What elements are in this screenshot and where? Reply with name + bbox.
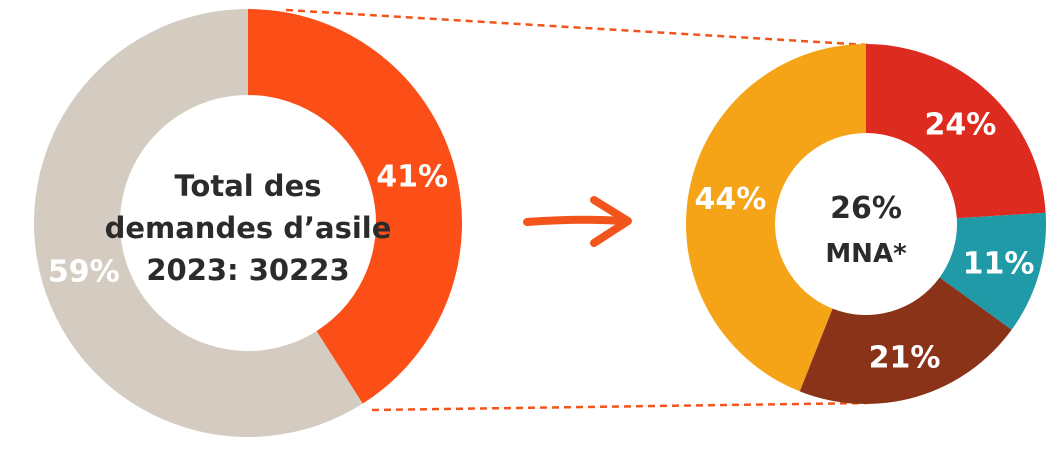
donut-total-requests: 41% 59% [33,9,462,437]
donut-2-center-line-1: 26% [830,191,902,226]
donut-2-slice-3 [799,277,1012,404]
donut-mna-breakdown: 24% 11% 21% 44% [686,44,1046,404]
zoom-connectors [285,8,869,412]
donut-1-center-line-2: demandes d’asile [105,211,392,245]
donut-1-slice-2 [33,9,363,437]
donut-1-slice-1 [248,9,462,404]
arrow-right-icon [523,196,632,247]
donut-2-slice-3-label: 21% [869,341,941,376]
donut-2-center-line-2: MNA* [825,239,907,269]
donut-1-center-line-3: 2023: 30223 [146,253,349,287]
donut-1-slice-1-label: 41% [376,159,448,194]
donut-2-slice-4 [686,44,866,392]
arrow-head [590,196,632,247]
donut-2-slice-1 [866,44,1046,219]
donut-2-slice-2 [939,212,1046,330]
donut-1-slice-2-label: 59% [48,255,120,290]
connector-top-line [285,8,869,47]
donut-2-slice-1-label: 24% [925,107,997,142]
arrow-shaft [523,215,628,226]
donut-2-slice-2-label: 11% [963,247,1035,282]
donut-1-center-line-1: Total des [174,169,321,203]
connector-bottom-line [371,401,869,412]
donut-2-slice-4-label: 44% [695,182,767,217]
